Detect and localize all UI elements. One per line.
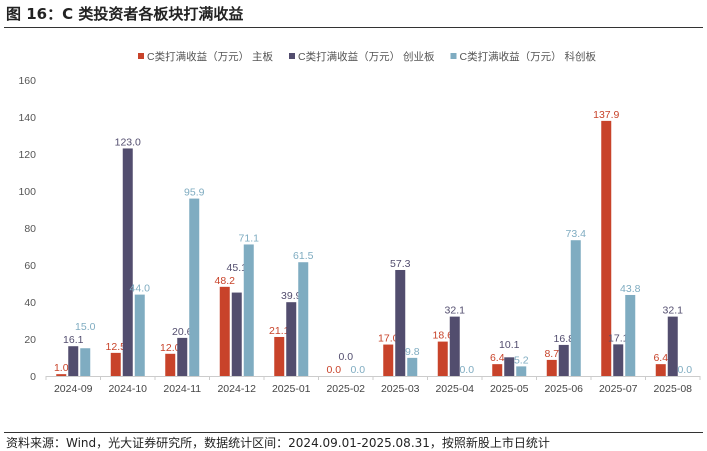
y-tick-label: 140	[18, 112, 36, 124]
bar-3	[570, 240, 581, 376]
x-tick-label: 2024-09	[54, 383, 93, 395]
data-label: 10.1	[499, 339, 520, 351]
data-label: 0.0	[326, 364, 341, 376]
y-tick-label: 20	[24, 334, 36, 346]
bar-2	[613, 344, 624, 376]
title-divider	[4, 27, 703, 28]
bar-3	[516, 366, 527, 376]
data-label: 0.0	[350, 364, 365, 376]
data-label: 0.0	[338, 351, 353, 363]
data-label: 9.8	[405, 346, 420, 358]
legend-swatch	[450, 53, 457, 59]
bar-3	[80, 348, 91, 376]
legend-swatch	[289, 53, 295, 59]
x-tick-label: 2024-12	[217, 383, 256, 395]
data-label: 20.6	[172, 326, 193, 338]
data-label: 48.2	[215, 275, 236, 287]
data-label: 39.9	[281, 290, 302, 302]
data-label: 73.4	[566, 228, 587, 240]
data-label: 44.0	[130, 283, 151, 295]
bar-1	[492, 364, 503, 376]
legend-swatch	[138, 53, 144, 59]
data-label: 45.1	[227, 262, 248, 274]
bar-3	[298, 262, 309, 376]
bar-1	[110, 352, 121, 376]
bar-2	[122, 148, 133, 376]
y-tick-label: 160	[18, 75, 36, 87]
data-label: 18.6	[433, 330, 454, 342]
data-label: 123.0	[115, 136, 141, 148]
data-label: 71.1	[239, 232, 260, 244]
data-label: 1.0	[54, 362, 69, 374]
bar-3	[134, 294, 145, 376]
bar-1	[437, 341, 448, 376]
x-tick-label: 2025-03	[381, 383, 420, 395]
figure-title: 图 16：C 类投资者各板块打满收益	[6, 5, 244, 23]
bar-3	[189, 198, 200, 376]
bar-1	[165, 353, 176, 376]
bar-1	[655, 364, 666, 376]
x-tick-label: 2025-06	[544, 383, 583, 395]
bar-1	[274, 336, 285, 376]
data-label: 32.1	[663, 305, 684, 317]
data-label: 61.5	[293, 250, 314, 262]
bar-2	[558, 344, 569, 376]
bar-2	[667, 316, 678, 376]
x-tick-label: 2025-01	[272, 383, 311, 395]
x-tick-label: 2024-11	[163, 383, 201, 395]
x-tick-label: 2025-04	[435, 383, 474, 395]
data-label: 0.0	[677, 364, 692, 376]
data-label: 6.4	[490, 352, 505, 364]
data-label: 32.1	[445, 305, 466, 317]
x-tick-label: 2025-07	[599, 383, 638, 395]
bar-3	[243, 244, 254, 376]
data-label: 17.1	[608, 332, 629, 344]
data-label: 8.7	[544, 348, 559, 360]
y-tick-label: 120	[18, 149, 36, 161]
data-label: 95.9	[184, 187, 205, 199]
bar-2	[504, 357, 515, 376]
data-label: 21.1	[269, 325, 290, 337]
source-note: 资料来源：Wind，光大证券研究所，数据统计区间：2024.09.01-2025…	[6, 436, 550, 450]
data-label: 6.4	[653, 352, 668, 364]
data-label: 57.3	[390, 258, 411, 270]
x-tick-label: 2025-02	[326, 383, 365, 395]
legend-label: C类打满收益（万元） 主板	[147, 50, 273, 63]
bar-3	[625, 294, 636, 376]
y-tick-label: 0	[30, 371, 36, 383]
y-tick-label: 100	[18, 186, 36, 198]
bar-1	[219, 286, 230, 376]
y-tick-label: 40	[24, 297, 36, 309]
data-label: 137.9	[593, 109, 619, 121]
y-tick-label: 80	[24, 223, 36, 235]
bar-1	[56, 374, 67, 376]
x-tick-label: 2025-08	[653, 383, 692, 395]
footer-divider	[4, 432, 703, 433]
bar-1	[601, 120, 612, 376]
data-label: 16.1	[63, 334, 84, 346]
x-tick-label: 2025-05	[490, 383, 529, 395]
bar-2	[449, 316, 460, 376]
data-label: 5.2	[514, 354, 529, 366]
y-tick-label: 60	[24, 260, 36, 272]
bar-2	[68, 346, 79, 376]
data-label: 12.5	[106, 341, 127, 353]
bar-3	[407, 357, 418, 376]
data-label: 16.8	[554, 333, 575, 345]
bar-1	[546, 359, 557, 376]
bar-1	[383, 344, 394, 376]
data-label: 12.0	[160, 342, 181, 354]
bar-2	[177, 337, 188, 376]
data-label: 0.0	[459, 364, 474, 376]
legend-label: C类打满收益（万元） 科创板	[460, 50, 597, 63]
bar-2	[231, 292, 242, 376]
bar-2	[286, 302, 297, 376]
data-label: 43.8	[620, 283, 641, 295]
x-tick-label: 2024-10	[108, 383, 147, 395]
data-label: 17.0	[378, 333, 399, 345]
bar-2	[395, 269, 406, 376]
data-label: 15.0	[75, 321, 96, 333]
legend-label: C类打满收益（万元） 创业板	[298, 50, 435, 63]
